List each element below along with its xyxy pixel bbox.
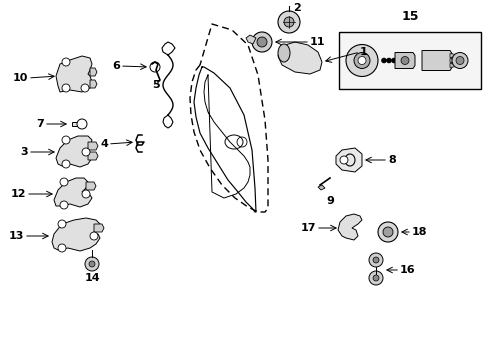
Polygon shape (56, 56, 92, 92)
Text: 4: 4 (100, 139, 108, 149)
Ellipse shape (278, 44, 289, 62)
FancyBboxPatch shape (338, 32, 480, 89)
Circle shape (81, 84, 89, 92)
Circle shape (82, 190, 90, 198)
Circle shape (357, 57, 365, 64)
Text: 1: 1 (359, 47, 367, 57)
Circle shape (278, 11, 299, 33)
Circle shape (353, 53, 369, 68)
Circle shape (368, 271, 382, 285)
Circle shape (77, 119, 87, 129)
Circle shape (60, 201, 68, 209)
Polygon shape (335, 148, 361, 172)
Circle shape (377, 222, 397, 242)
Polygon shape (88, 142, 98, 150)
Circle shape (58, 220, 66, 228)
Circle shape (339, 156, 347, 164)
Circle shape (85, 257, 99, 271)
Circle shape (251, 32, 271, 52)
Text: 16: 16 (399, 265, 415, 275)
Text: 3: 3 (20, 147, 28, 157)
Text: 10: 10 (13, 73, 28, 83)
Polygon shape (90, 68, 97, 76)
Polygon shape (54, 178, 92, 207)
Polygon shape (394, 53, 414, 68)
Polygon shape (337, 214, 361, 240)
Circle shape (451, 53, 467, 68)
Circle shape (400, 57, 408, 64)
Circle shape (284, 17, 293, 27)
Text: 14: 14 (84, 273, 100, 283)
Text: 12: 12 (10, 189, 26, 199)
Polygon shape (278, 42, 321, 74)
Polygon shape (449, 59, 455, 63)
Circle shape (455, 57, 463, 64)
Text: 18: 18 (411, 227, 427, 237)
Circle shape (150, 62, 160, 72)
Text: 11: 11 (309, 37, 325, 47)
Text: 8: 8 (387, 155, 395, 165)
Polygon shape (88, 152, 98, 160)
Text: 9: 9 (325, 196, 333, 206)
Polygon shape (449, 54, 455, 58)
Circle shape (89, 261, 95, 267)
Circle shape (90, 232, 98, 240)
Text: 13: 13 (9, 231, 24, 241)
Circle shape (391, 58, 396, 63)
Circle shape (381, 58, 386, 63)
Polygon shape (245, 35, 256, 44)
Polygon shape (449, 63, 455, 68)
Circle shape (386, 58, 391, 63)
Polygon shape (56, 136, 92, 167)
Polygon shape (421, 50, 451, 71)
Text: 15: 15 (401, 10, 418, 23)
Polygon shape (52, 218, 100, 251)
Circle shape (58, 244, 66, 252)
Polygon shape (86, 182, 96, 190)
Text: 6: 6 (112, 61, 120, 71)
Circle shape (62, 58, 70, 66)
Circle shape (62, 84, 70, 92)
Circle shape (382, 227, 392, 237)
Circle shape (346, 45, 377, 77)
Circle shape (62, 160, 70, 168)
Text: 17: 17 (300, 223, 315, 233)
Circle shape (372, 257, 378, 263)
Text: 2: 2 (292, 3, 300, 13)
Circle shape (368, 253, 382, 267)
Circle shape (82, 148, 90, 156)
Polygon shape (90, 80, 97, 88)
Text: 7: 7 (36, 119, 44, 129)
Circle shape (257, 37, 266, 47)
Circle shape (60, 178, 68, 186)
Polygon shape (317, 185, 325, 190)
Circle shape (62, 136, 70, 144)
Text: 5: 5 (152, 80, 160, 90)
Polygon shape (72, 122, 80, 126)
Polygon shape (94, 224, 104, 232)
Circle shape (372, 275, 378, 281)
